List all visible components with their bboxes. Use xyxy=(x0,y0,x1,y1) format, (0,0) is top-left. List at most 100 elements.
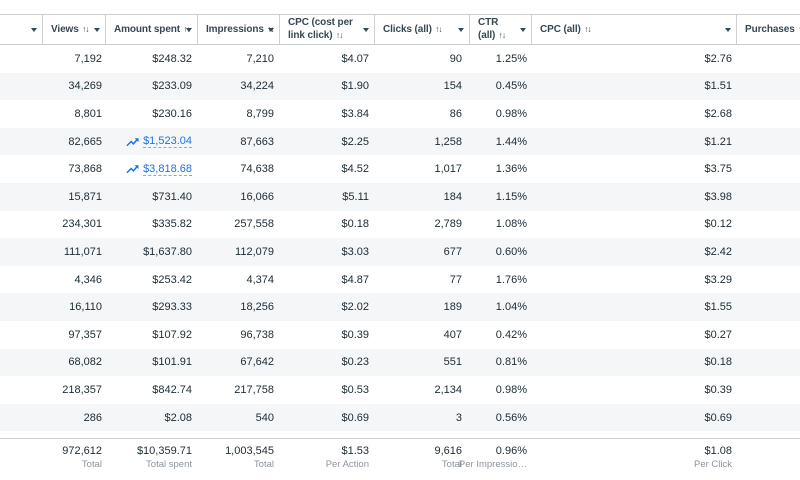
cell-ctr_all: 1.76% xyxy=(495,273,527,286)
table-row: 34,269 $233.09 34,224 $1.90 154 0.45% $1.51 xyxy=(0,72,800,101)
cell-ctr_all: 1.08% xyxy=(495,218,527,231)
sort-arrows-icon[interactable]: ↑↓ xyxy=(80,24,90,34)
total-cell-select xyxy=(0,445,43,480)
column-label: CTR (all) ↑↓ xyxy=(478,17,507,41)
column-header-clicks_all[interactable]: Clicks (all) ↑↓ xyxy=(375,15,470,44)
column-header-impressions[interactable]: Impressions ↑↓ xyxy=(198,15,280,44)
sort-arrows-icon[interactable]: ↑↓ xyxy=(582,24,592,34)
cell-views: 4,346 xyxy=(74,273,102,286)
total-cell-cpc_all: $1.08 Per Click xyxy=(532,445,737,480)
row-select-cell xyxy=(0,211,43,239)
row-select-cell xyxy=(0,266,43,294)
cell-purchases xyxy=(737,266,800,294)
cell-amount_spent: $731.40 xyxy=(152,190,192,203)
row-select-cell xyxy=(0,183,43,211)
column-label: Amount spent ↑↓ xyxy=(114,24,191,35)
cell-impressions: 7,210 xyxy=(246,52,274,65)
total-cell-impressions: 1,003,545 Total xyxy=(198,445,280,480)
cell-clicks_all: 3 xyxy=(455,411,462,424)
chevron-down-icon[interactable] xyxy=(520,27,526,32)
cell-clicks_all: 407 xyxy=(443,328,462,341)
amount-spent-link[interactable]: $3,818.68 xyxy=(126,163,192,176)
cell-clicks_all: 90 xyxy=(449,52,462,65)
cell-views: 73,868 xyxy=(68,163,102,176)
chevron-down-icon[interactable] xyxy=(363,27,369,32)
cell-cpc_link: $0.23 xyxy=(341,356,369,369)
column-header-cpc_link[interactable]: CPC (cost per link click) ↑↓ xyxy=(280,15,375,44)
column-label: Views ↑↓ xyxy=(51,24,90,35)
sort-arrows-icon[interactable]: ↑↓ xyxy=(334,30,344,40)
table-row: 73,868 $3,818.68 74,638 $4.52 1,017 1.36% $3.7… xyxy=(0,155,800,183)
sort-arrows-icon[interactable]: ↑↓ xyxy=(433,24,443,34)
cell-clicks_all: 677 xyxy=(443,245,462,258)
cell-cpc_link: $3.03 xyxy=(341,245,369,258)
total-value: 0.96% xyxy=(495,445,527,458)
row-select-cell xyxy=(0,73,43,101)
chevron-down-icon[interactable] xyxy=(458,27,464,32)
cell-amount_spent: $253.42 xyxy=(152,273,192,286)
cell-impressions: 87,663 xyxy=(240,135,274,148)
column-header-cpc_all[interactable]: CPC (all) ↑↓ xyxy=(532,15,737,44)
row-select-cell xyxy=(0,376,43,404)
cell-ctr_all: 1.04% xyxy=(495,301,527,314)
cell-cpc_all: $1.21 xyxy=(704,135,732,148)
cell-cpc_link: $0.53 xyxy=(341,383,369,396)
column-header-ctr_all[interactable]: CTR (all) ↑↓ xyxy=(470,15,532,44)
table-row: 234,301 $335.82 257,558 $0.18 2,789 1.08% $0.1… xyxy=(0,210,800,239)
column-header-purchases[interactable]: Purchases ↑↓ xyxy=(737,15,800,44)
chevron-down-icon[interactable] xyxy=(31,27,37,32)
cell-views: 82,665 xyxy=(68,135,102,148)
amount-spent-link[interactable]: $1,523.04 xyxy=(126,135,192,149)
cell-cpc_link: $2.25 xyxy=(341,135,369,148)
cell-views: 218,357 xyxy=(62,383,102,396)
chevron-down-icon[interactable] xyxy=(186,27,192,32)
cell-purchases xyxy=(737,293,800,321)
column-header-amount_spent[interactable]: Amount spent ↑↓ xyxy=(106,15,198,44)
total-label: Total xyxy=(81,459,102,471)
sort-arrows-icon[interactable]: ↑↓ xyxy=(797,24,800,34)
cell-views: 97,357 xyxy=(68,328,102,341)
cell-views: 8,801 xyxy=(74,107,102,120)
cell-cpc_all: $1.51 xyxy=(704,80,732,93)
cell-amount_spent: $230.16 xyxy=(152,107,192,120)
cell-amount_spent: $2.08 xyxy=(164,411,192,424)
cell-ctr_all: 0.81% xyxy=(495,356,527,369)
cell-impressions: 540 xyxy=(255,411,274,424)
cell-cpc_link: $2.02 xyxy=(341,301,369,314)
row-select-cell xyxy=(0,293,43,321)
total-value: 1,003,545 xyxy=(225,445,274,458)
cell-purchases xyxy=(737,45,800,73)
total-label: Total spent xyxy=(146,459,192,471)
cell-impressions: 96,738 xyxy=(240,328,274,341)
cell-ctr_all: 1.25% xyxy=(495,52,527,65)
chevron-down-icon[interactable] xyxy=(94,27,100,32)
cell-cpc_all: $2.68 xyxy=(704,107,732,120)
cell-views: 15,871 xyxy=(68,190,102,203)
column-header-views[interactable]: Views ↑↓ xyxy=(43,15,106,44)
cell-cpc_link: $5.11 xyxy=(342,190,369,203)
cell-cpc_all: $3.98 xyxy=(704,190,732,203)
table-row: 8,801 $230.16 8,799 $3.84 86 0.98% $2.68 xyxy=(0,100,800,128)
cell-amount_spent: $1,523.04 xyxy=(106,128,198,156)
cell-impressions: 16,066 xyxy=(240,190,274,203)
chevron-down-icon[interactable] xyxy=(725,27,731,32)
cell-amount_spent: $107.92 xyxy=(152,328,192,341)
chevron-down-icon[interactable] xyxy=(268,27,274,32)
total-value: 972,612 xyxy=(62,445,102,458)
table-row: 111,071 $1,637.80 112,079 $3.03 677 0.60% $2.4… xyxy=(0,238,800,266)
cell-cpc_link: $4.07 xyxy=(341,52,369,65)
table-row: 286 $2.08 540 $0.69 3 0.56% $0.69 xyxy=(0,403,800,432)
column-header-select[interactable] xyxy=(0,15,43,44)
cell-cpc_link: $4.52 xyxy=(341,163,369,176)
cell-views: 111,071 xyxy=(63,245,102,258)
total-value: $1.08 xyxy=(704,445,732,458)
cell-ctr_all: 0.42% xyxy=(495,328,527,341)
cell-cpc_all: $3.75 xyxy=(704,163,732,176)
sort-arrows-icon[interactable]: ↑↓ xyxy=(497,30,507,40)
column-label: CPC (all) ↑↓ xyxy=(540,24,592,35)
cell-cpc_all: $3.29 xyxy=(704,273,732,286)
cell-cpc_link: $1.90 xyxy=(341,80,369,93)
cell-clicks_all: 1,258 xyxy=(434,135,462,148)
total-label: Total xyxy=(253,459,274,471)
